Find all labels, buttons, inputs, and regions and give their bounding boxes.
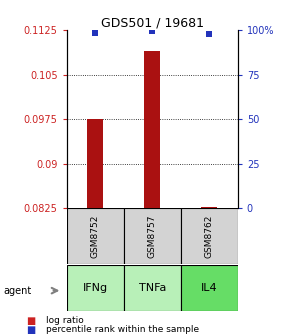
Bar (124, 265, 181, 311)
Title: GDS501 / 19681: GDS501 / 19681 (101, 16, 204, 29)
Text: GSM8762: GSM8762 (205, 214, 214, 258)
Bar (144, 51, 160, 208)
Text: ■: ■ (26, 325, 35, 335)
Bar (124, 208, 181, 264)
Text: agent: agent (3, 286, 31, 296)
Bar (181, 265, 238, 311)
Text: ■: ■ (26, 316, 35, 326)
Bar (67, 265, 124, 311)
Bar (87, 119, 103, 208)
Text: IFNg: IFNg (83, 283, 108, 293)
Bar (201, 207, 217, 208)
Text: IL4: IL4 (201, 283, 218, 293)
Text: GSM8757: GSM8757 (148, 214, 157, 258)
Text: log ratio: log ratio (46, 317, 84, 325)
Bar (181, 208, 238, 264)
Bar (67, 208, 124, 264)
Text: GSM8752: GSM8752 (91, 214, 100, 258)
Text: TNFa: TNFa (139, 283, 166, 293)
Text: percentile rank within the sample: percentile rank within the sample (46, 326, 200, 334)
